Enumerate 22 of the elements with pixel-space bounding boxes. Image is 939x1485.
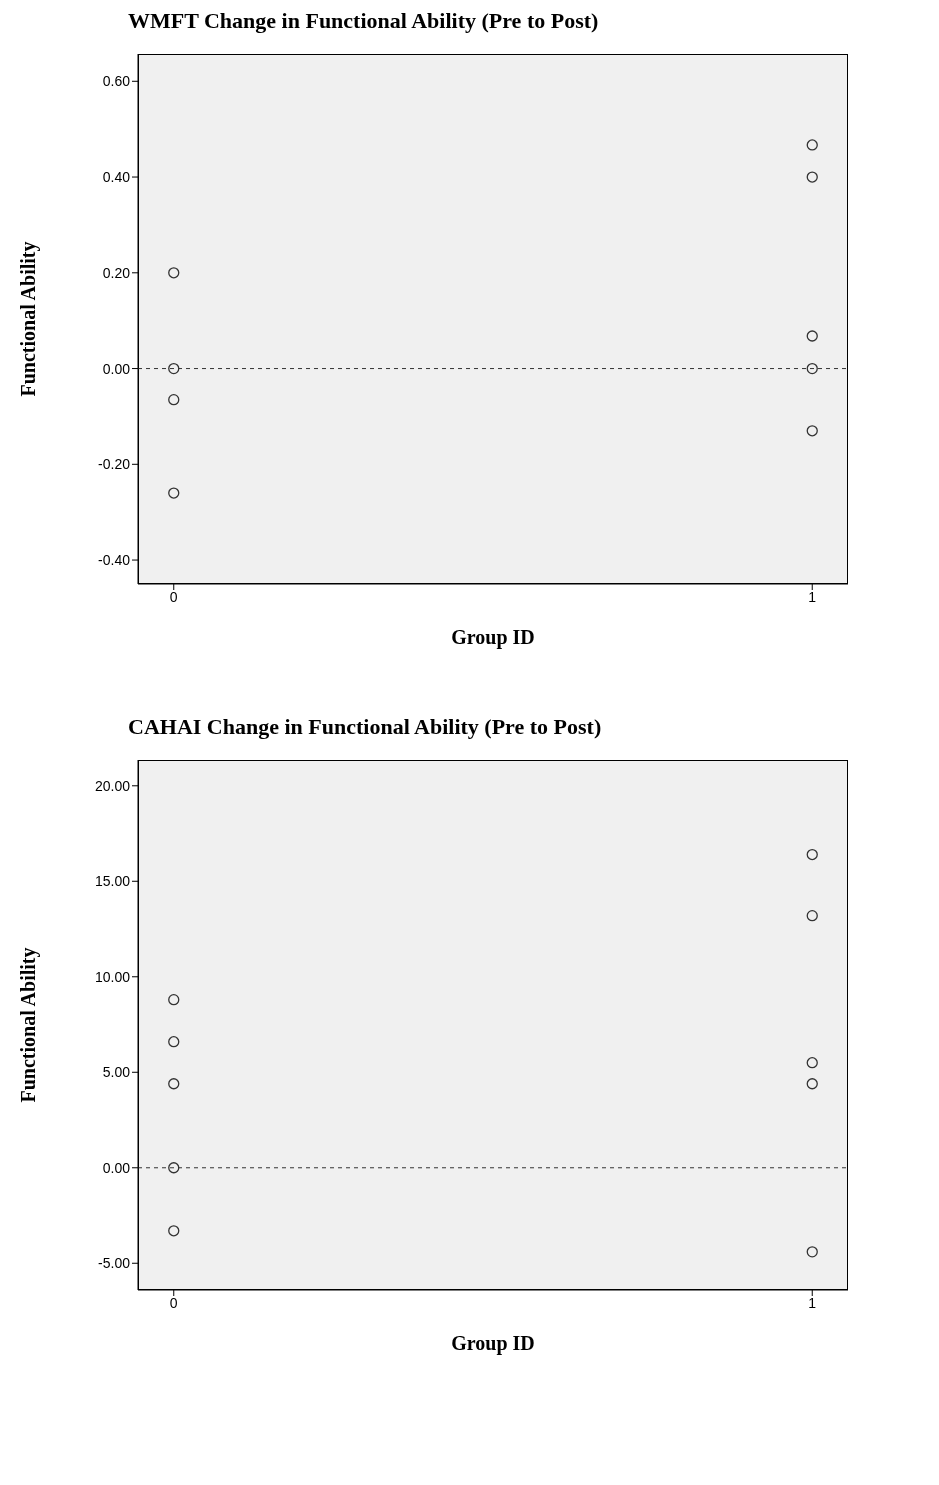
- y-tick-label: 0.40: [102, 169, 131, 186]
- x-axis-title: Group ID: [451, 1332, 535, 1355]
- y-axis-title: Functional Ability: [17, 947, 41, 1103]
- y-tick-label: 0.00: [102, 1159, 131, 1176]
- y-tick-label: 0.20: [102, 264, 131, 281]
- x-tick-label: 1: [808, 1294, 817, 1311]
- chart-title: CAHAI Change in Functional Ability (Pre to Post): [128, 714, 603, 741]
- y-tick-label: 10.00: [94, 968, 131, 985]
- y-tick-label: 20.00: [94, 777, 131, 794]
- y-axis-title: Functional Ability: [17, 241, 41, 397]
- y-tick-label: -0.20: [98, 456, 131, 473]
- y-tick-label: 5.00: [102, 1064, 131, 1081]
- y-tick-label: -5.00: [98, 1255, 131, 1272]
- y-tick-label: 0.60: [102, 73, 131, 90]
- y-tick-label: 0.00: [102, 360, 131, 377]
- x-tick-label: 0: [169, 1294, 178, 1311]
- x-tick-label: 1: [808, 588, 817, 605]
- y-tick-label: 15.00: [94, 873, 131, 890]
- x-tick-label: 0: [169, 588, 178, 605]
- y-tick-label: -0.40: [98, 552, 131, 569]
- chart-title: WMFT Change in Functional Ability (Pre to Post): [128, 8, 600, 35]
- x-axis-title: Group ID: [451, 626, 535, 649]
